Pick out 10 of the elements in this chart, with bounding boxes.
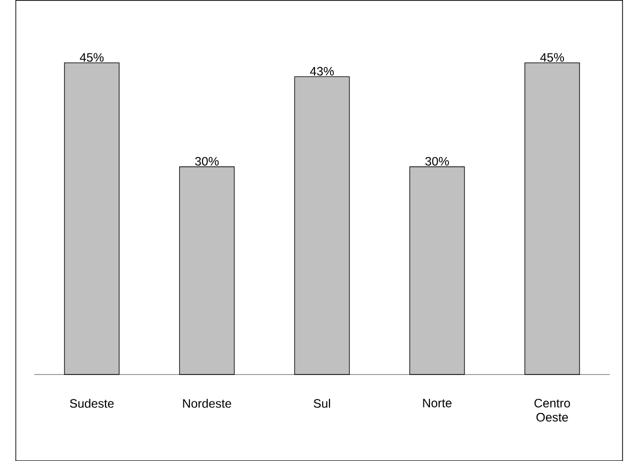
data-label: 30% — [425, 156, 449, 166]
x-tick-label: Nordeste — [183, 398, 232, 408]
data-label: 43% — [310, 66, 334, 76]
data-label: 45% — [80, 52, 104, 62]
x-tick-label: Norte — [423, 398, 452, 408]
data-label: 45% — [540, 52, 564, 62]
x-tick-label: Sudeste — [70, 398, 114, 408]
x-tick-label: Sul — [314, 398, 330, 408]
x-tick-label: Centro Oeste — [534, 398, 570, 422]
data-label: 30% — [195, 156, 219, 166]
